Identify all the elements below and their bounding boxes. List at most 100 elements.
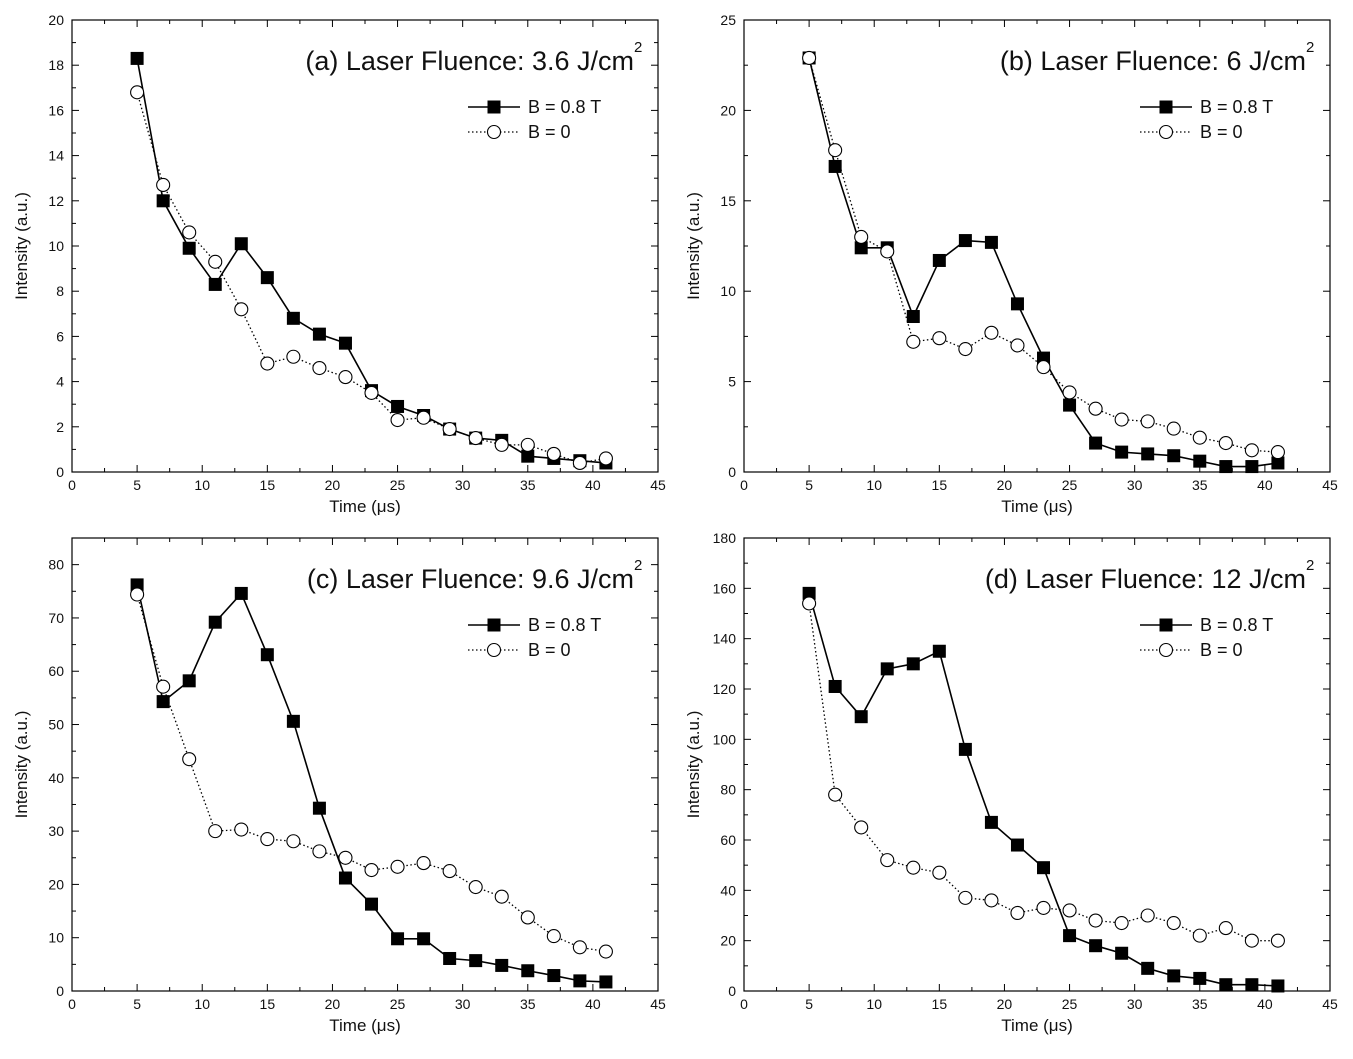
x-tick-label: 5 [133,477,141,493]
data-point [572,940,587,955]
data-point [854,229,869,245]
data-point [1219,460,1233,474]
x-tick-label: 35 [520,996,536,1012]
data-point [1193,971,1207,985]
data-point [1114,915,1129,931]
x-tick-label: 0 [740,996,748,1012]
data-point [260,356,275,371]
series-line [808,57,1279,468]
data-point [958,342,973,357]
data-point [546,929,561,944]
x-tick-label: 30 [1127,996,1143,1012]
panel-title-superscript: 2 [634,557,642,574]
data-point [984,893,999,908]
y-tick-label: 20 [48,12,64,28]
y-tick-label: 60 [720,832,736,848]
panel-title-superscript: 2 [1306,557,1314,574]
data-point [1192,430,1207,445]
x-tick-label: 40 [1257,477,1273,493]
x-axis-title: Time (μs) [329,1016,401,1035]
y-tick-label: 100 [713,731,737,747]
y-tick-label: 80 [720,782,736,798]
x-tick-label: 25 [1062,477,1078,493]
data-point [495,958,509,972]
legend-marker [487,618,501,632]
data-point [364,385,379,400]
y-tick-label: 10 [48,238,64,254]
series-line [136,58,606,464]
y-axis-title: Intensity (a.u.) [684,711,703,819]
series-b-0 [130,587,613,959]
data-point [390,859,405,874]
legend-label: B = 0 [1200,122,1243,142]
data-point [854,710,868,724]
y-tick-label: 180 [713,530,737,546]
data-point [208,615,222,629]
data-point [1062,385,1077,400]
data-point [338,370,353,385]
chart-panel-1: 0 5 10 15 20 25 30 35 40 45 0 2 4 6 8 10 12 14 16 18 20 Time … [12,12,666,516]
data-point [802,50,817,66]
data-point [906,657,920,671]
y-tick-label: 20 [720,102,736,118]
x-tick-label: 40 [585,477,601,493]
x-tick-label: 10 [866,996,882,1012]
data-point [1063,929,1077,943]
data-point [1010,338,1025,353]
y-tick-label: 0 [728,464,736,480]
data-point [338,850,353,865]
y-tick-label: 10 [48,930,64,946]
data-point [1166,915,1181,931]
data-point [208,277,222,291]
data-point [364,862,379,878]
x-tick-label: 35 [1192,477,1208,493]
y-tick-label: 0 [728,983,736,999]
x-tick-label: 15 [260,996,276,1012]
panel-title: (a) Laser Fluence: 3.6 J/cm 2 [305,39,642,76]
chart-panel-3: 0 5 10 15 20 25 30 35 40 45 0 10 20 30 40 50 60 70 80 Time … [12,537,666,1035]
x-tick-label: 0 [740,477,748,493]
data-point [828,159,842,173]
y-tick-label: 16 [48,102,64,118]
data-point [984,815,998,829]
y-tick-label: 50 [48,717,64,733]
y-tick-label: 0 [56,464,64,480]
x-tick-label: 40 [1257,996,1273,1012]
data-point [469,954,483,968]
data-point [1218,921,1233,936]
data-point [1245,978,1259,992]
data-point [1166,421,1181,436]
chart-panel-4: 0 5 10 15 20 25 30 35 40 45 0 20 40 60 80 100 120 140 160 1… [684,530,1338,1035]
data-point [828,787,843,802]
data-point [1141,961,1155,975]
x-tick-label: 10 [194,996,210,1012]
y-tick-label: 120 [713,681,737,697]
plot-frame [743,19,1331,473]
y-axis-title: Intensity (a.u.) [12,711,31,819]
data-point [416,856,431,871]
data-point [130,85,145,100]
x-tick-label: 0 [68,477,76,493]
data-point [286,311,300,325]
data-point [338,336,352,350]
x-tick-label: 10 [866,477,882,493]
data-point [286,834,301,849]
y-tick-label: 5 [728,374,736,390]
data-point [1036,360,1051,375]
data-point [494,889,509,904]
y-tick-label: 14 [48,148,64,164]
data-point [854,820,869,835]
y-tick-label: 6 [56,328,64,344]
data-point [599,975,613,989]
data-point [1114,412,1129,427]
series-line [136,92,607,464]
y-tick-label: 10 [720,283,736,299]
series-b-0-8t [130,578,613,989]
data-point [365,897,379,911]
x-axis-title: Time (μs) [1001,497,1073,516]
data-point [1140,414,1155,429]
legend-label: B = 0.8 T [528,615,601,635]
y-tick-label: 2 [56,419,64,435]
legend: B = 0.8 T B = 0 [468,97,601,142]
